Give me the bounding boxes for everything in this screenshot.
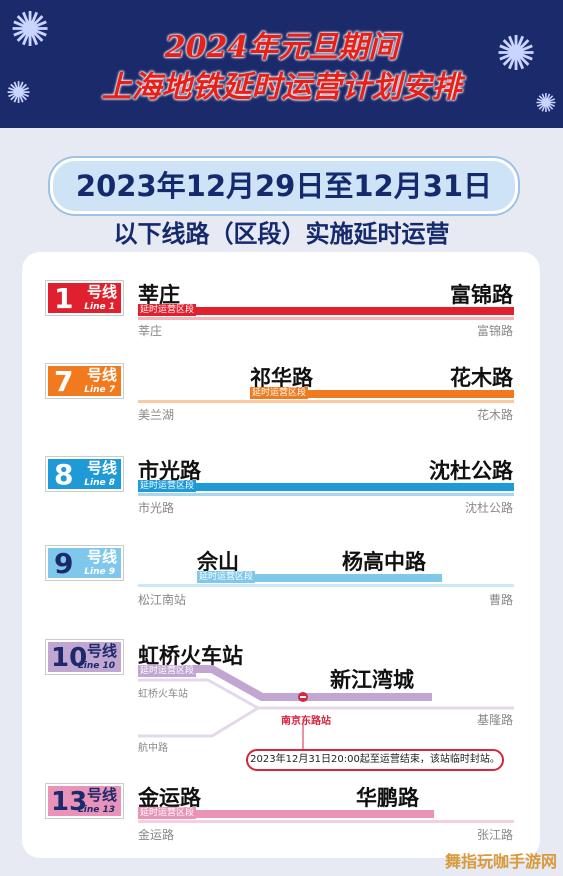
line-1-segment-bar — [138, 307, 514, 315]
firework-icon: ✺ — [6, 76, 32, 111]
line-9-segment-bar — [197, 574, 442, 582]
line-number: 1 — [54, 282, 74, 315]
segment-label: 延时运营区段 — [138, 807, 197, 819]
terminal-right: 沈杜公路 — [464, 501, 513, 515]
line-number: 13 — [51, 787, 88, 817]
segment-start: 佘山 — [197, 550, 239, 574]
line-en: Line 7 — [84, 385, 115, 395]
segment-start: 祁华路 — [250, 366, 313, 390]
line-en: Line 13 — [78, 805, 115, 815]
segment-end: 富锦路 — [450, 283, 513, 307]
date-range: 2023年12月29日至12月31日 — [50, 158, 518, 214]
terminal-left: 金运路 — [138, 828, 175, 842]
segment-label: 延时运营区段 — [138, 480, 197, 492]
line-7-badge: 7 号线 Line 7 — [46, 364, 123, 398]
firework-icon: ✺ — [496, 26, 537, 82]
line-13-badge: 13 号线 Line 13 — [46, 784, 123, 818]
line-number: 10 — [51, 643, 88, 673]
segment-end: 新江湾城 — [330, 668, 414, 692]
line-suffix: 号线 — [86, 548, 117, 566]
segment-label: 延时运营区段 — [138, 304, 197, 316]
line-en: Line 8 — [84, 478, 115, 488]
page-title-line1: 2024年元旦期间 — [164, 30, 399, 65]
line-number: 7 — [54, 365, 74, 398]
terminal-right: 富锦路 — [476, 324, 513, 338]
line-10-main-track — [138, 678, 514, 710]
segment-start: 虹桥火车站 — [138, 644, 243, 668]
watermark: 舞指玩咖手游网 — [444, 852, 557, 871]
terminal-left: 虹桥火车站 — [138, 689, 188, 700]
segment-start: 市光路 — [138, 459, 201, 483]
terminal-left: 美兰湖 — [138, 408, 175, 422]
closed-station-name: 南京东路站 — [281, 716, 331, 727]
line-9-track — [138, 584, 514, 587]
line-suffix: 号线 — [86, 459, 117, 477]
line-number: 9 — [54, 547, 74, 580]
line-7-segment-bar — [250, 390, 514, 398]
line-13-segment-bar — [138, 810, 434, 818]
line-1-badge: 1 号线 Line 1 — [46, 281, 123, 315]
line-number: 8 — [54, 458, 74, 491]
line-8-badge: 8 号线 Line 8 — [46, 457, 123, 491]
line-suffix: 号线 — [86, 786, 117, 804]
closure-note: 2023年12月31日20:00起至运营结束，该站临时封站。 — [246, 749, 504, 771]
segment-label: 延时运营区段 — [197, 571, 256, 583]
line-suffix: 号线 — [86, 366, 117, 384]
branch-terminal: 航中路 — [138, 743, 168, 754]
line-10-branch-track — [138, 706, 259, 738]
segment-label: 延时运营区段 — [138, 665, 197, 677]
line-en: Line 1 — [84, 302, 115, 312]
terminal-right: 曹路 — [488, 593, 513, 607]
segment-end: 杨高中路 — [342, 550, 426, 574]
line-8-track — [138, 493, 514, 496]
line-9-badge: 9 号线 Line 9 — [46, 546, 123, 580]
line-en: Line 10 — [78, 661, 115, 671]
line-13-track — [138, 820, 514, 823]
segment-start: 金运路 — [138, 786, 201, 810]
terminal-right: 基隆路 — [476, 713, 513, 727]
line-suffix: 号线 — [86, 283, 117, 301]
line-en: Line 9 — [84, 567, 115, 577]
subtitle: 以下线路（区段）实施延时运营 — [113, 220, 450, 248]
line-8-segment-bar — [138, 483, 514, 491]
terminal-left: 莘庄 — [138, 324, 163, 338]
terminal-left: 松江南站 — [138, 593, 187, 607]
line-7-track — [138, 400, 514, 403]
segment-end: 沈杜公路 — [429, 459, 513, 483]
segment-end: 花木路 — [450, 366, 513, 390]
firework-icon: ✺ — [535, 89, 557, 119]
segment-label: 延时运营区段 — [250, 387, 309, 399]
terminal-right: 张江路 — [476, 828, 513, 842]
segment-start: 莘庄 — [138, 283, 180, 307]
segment-end: 华鹏路 — [356, 786, 419, 810]
line-10-badge: 10 号线 Line 10 — [46, 640, 123, 674]
terminal-right: 花木路 — [476, 408, 513, 422]
header-banner: ✺ ✺ ✺ ✺ 2024年元旦期间 上海地铁延时运营计划安排 — [0, 0, 563, 128]
line-1-track — [138, 317, 514, 320]
firework-icon: ✺ — [10, 2, 51, 58]
line-suffix: 号线 — [86, 642, 117, 660]
terminal-left: 市光路 — [138, 501, 175, 515]
page-title-line2: 上海地铁延时运营计划安排 — [101, 70, 462, 105]
